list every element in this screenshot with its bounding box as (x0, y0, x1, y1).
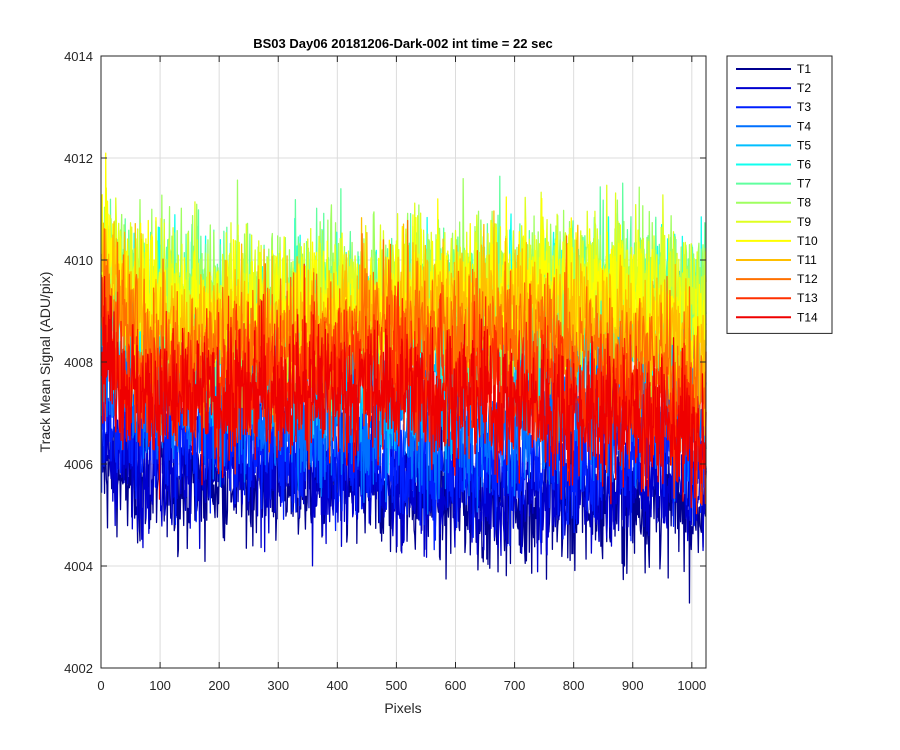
legend-label-t3: T3 (797, 100, 811, 114)
legend-label-t7: T7 (797, 177, 811, 191)
x-tick-label: 700 (504, 678, 526, 693)
legend-label-t10: T10 (797, 234, 818, 248)
legend-label-t5: T5 (797, 138, 811, 152)
x-tick-label: 1000 (677, 678, 706, 693)
series-line-t14 (100, 275, 707, 508)
legend-label-t11: T11 (797, 253, 817, 267)
y-tick-label: 4014 (64, 49, 93, 64)
x-tick-label: 800 (563, 678, 585, 693)
x-tick-label: 400 (326, 678, 348, 693)
x-tick-label: 100 (149, 678, 171, 693)
x-tick-label: 300 (267, 678, 289, 693)
legend-label-t12: T12 (797, 272, 818, 286)
legend-label-t14: T14 (797, 310, 818, 324)
x-tick-label: 600 (445, 678, 467, 693)
x-axis-label: Pixels (384, 700, 421, 716)
y-tick-label: 4010 (64, 253, 93, 268)
legend-box (726, 55, 833, 334)
legend: T1 T2 T3 T4 T5 T6 T7 T8 T9 T10 T11 T12 T13 T14 (726, 55, 833, 334)
x-axis-ticks: 0 100 200 300 400 500 600 700 800 900 1000 (97, 56, 706, 693)
x-tick-label: 0 (97, 678, 104, 693)
x-tick-label: 500 (386, 678, 408, 693)
x-tick-label: 200 (208, 678, 230, 693)
y-tick-label: 4004 (64, 559, 93, 574)
y-axis-ticks: 4002 4004 4006 4008 4010 4012 4014 (64, 49, 706, 676)
y-tick-label: 4008 (64, 355, 93, 370)
legend-label-t13: T13 (797, 291, 818, 305)
y-axis-label: Track Mean Signal (ADU/pix) (37, 272, 53, 453)
chart-title: BS03 Day06 20181206-Dark-002 int time = … (253, 36, 553, 51)
legend-label-t9: T9 (797, 215, 811, 229)
y-tick-label: 4006 (64, 457, 93, 472)
legend-label-t4: T4 (797, 119, 811, 133)
y-tick-label: 4002 (64, 661, 93, 676)
y-tick-label: 4012 (64, 151, 93, 166)
legend-label-t2: T2 (797, 81, 811, 95)
legend-label-t1: T1 (797, 62, 811, 76)
series-group (100, 152, 707, 604)
legend-label-t6: T6 (797, 158, 811, 172)
x-tick-label: 900 (622, 678, 644, 693)
legend-label-t8: T8 (797, 196, 811, 210)
